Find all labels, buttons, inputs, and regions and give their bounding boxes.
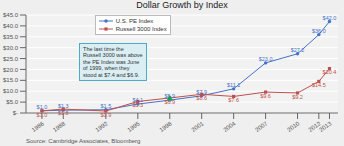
svg-text:$5.9: $5.9	[164, 93, 176, 100]
svg-text:$42.0: $42.0	[323, 15, 336, 21]
svg-text:$15.0: $15.0	[8, 77, 19, 83]
svg-text:2010: 2010	[286, 120, 301, 133]
svg-text:1995: 1995	[126, 120, 141, 133]
svg-text:1998: 1998	[158, 120, 173, 133]
svg-text:$1.0: $1.0	[37, 112, 48, 118]
svg-text:$23.0: $23.0	[259, 56, 273, 62]
svg-text:$14.5: $14.5	[312, 82, 326, 88]
svg-text:1988: 1988	[52, 120, 67, 133]
svg-text:$25.0: $25.0	[8, 56, 19, 62]
svg-text:$0.9: $0.9	[101, 112, 112, 118]
svg-text:1992: 1992	[94, 120, 109, 133]
svg-text:$5.0: $5.0	[8, 99, 19, 105]
svg-text:$9.6: $9.6	[260, 93, 271, 99]
svg-text:1986: 1986	[31, 120, 46, 133]
svg-text:2012: 2012	[307, 120, 322, 133]
svg-text:$7.6: $7.6	[228, 97, 239, 103]
svg-text:$10.0: $10.0	[8, 88, 19, 94]
svg-text:$4.1: $4.1	[132, 97, 144, 104]
svg-text:$40.0: $40.0	[8, 23, 19, 29]
svg-text:$6.9: $6.9	[164, 99, 175, 105]
svg-text:2004: 2004	[222, 120, 237, 133]
svg-text:$30.0: $30.0	[8, 45, 19, 51]
svg-text:$1.0: $1.0	[37, 104, 48, 110]
html-text:Dollar Growth by Index: Dollar Growth by Index	[136, 0, 228, 10]
html-text:Source: Cambridge Associates,: Source: Cambridge Associates, Bloomberg	[26, 138, 141, 144]
html-text:The last time the Russell 3000: The last time the Russell 3000 was above…	[83, 46, 143, 78]
svg-text:$45.0: $45.0	[8, 12, 19, 18]
svg-text:$1.8: $1.8	[58, 110, 69, 116]
svg-text:2007: 2007	[254, 120, 269, 133]
svg-text:$11.1: $11.1	[227, 82, 240, 88]
html-text:Russell 3000 Index: Russell 3000 Index	[115, 26, 167, 32]
svg-text:$36.0: $36.0	[312, 28, 326, 34]
svg-text:2013: 2013	[318, 120, 333, 133]
svg-text:$1.3: $1.3	[58, 103, 69, 109]
svg-text:$27.2: $27.2	[291, 47, 305, 53]
svg-text:$20.0: $20.0	[8, 67, 19, 73]
svg-text:$1.5: $1.5	[101, 103, 112, 109]
html-text:U.S. PE Index: U.S. PE Index	[115, 18, 154, 24]
svg-text:$7.9: $7.9	[196, 89, 207, 95]
svg-text:$35.0: $35.0	[8, 34, 19, 40]
svg-text:2001: 2001	[190, 120, 205, 133]
svg-text:$5.3: $5.3	[132, 102, 143, 108]
svg-text:$20.4: $20.4	[323, 69, 336, 75]
svg-text:$8.6: $8.6	[196, 95, 207, 101]
svg-text:$-: $-	[13, 110, 18, 116]
svg-text:$9.2: $9.2	[292, 94, 303, 100]
